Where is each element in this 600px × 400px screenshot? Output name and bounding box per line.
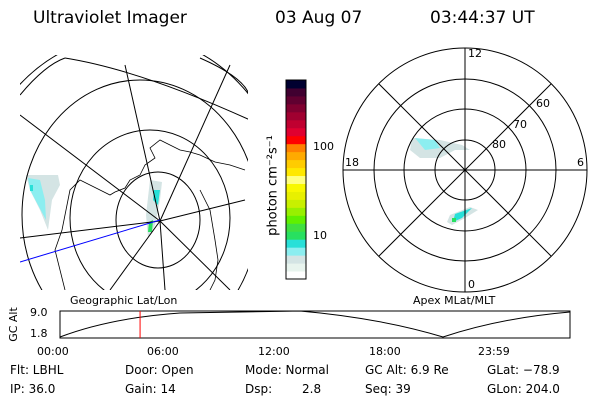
colorbar-frame — [285, 79, 307, 280]
colorbar-segment — [286, 247, 306, 256]
gc-alt-info: GC Alt: 6.9 Re — [365, 363, 449, 377]
colorbar-segment — [286, 239, 306, 248]
glat-info: GLat: −78.9 — [487, 363, 560, 377]
colorbar-segment — [286, 231, 306, 240]
geographic-label: Geographic Lat/Lon — [70, 294, 178, 307]
colorbar — [286, 80, 306, 280]
xtick-1200: 12:00 — [258, 345, 290, 358]
ip-info: IP: 36.0 — [10, 382, 56, 396]
colorbar-segment — [286, 207, 306, 216]
colorbar-segment — [286, 80, 306, 89]
xtick-1800: 18:00 — [369, 345, 401, 358]
colorbar-segment — [286, 199, 306, 208]
ytick-min: 1.8 — [30, 327, 48, 340]
lat-circle — [115, 171, 201, 269]
colorbar-label: photon cm⁻²s⁻¹ — [265, 135, 281, 236]
colorbar-segment — [286, 103, 306, 113]
colorbar-segment — [286, 127, 306, 137]
lat-circle — [69, 129, 231, 290]
colorbar-segment — [286, 271, 306, 280]
colorbar-segment — [286, 151, 306, 161]
orbit-track — [20, 219, 161, 263]
polar-plot — [342, 47, 588, 293]
colorbar-tick-100: 100 — [313, 140, 334, 153]
xtick-2359: 23:59 — [478, 345, 510, 358]
mode-info: Mode: Normal — [245, 363, 329, 377]
colorbar-segment — [286, 111, 306, 121]
mlt-label-18: 18 — [345, 156, 359, 169]
gain-info: Gain: 14 — [125, 382, 176, 396]
aurora-right — [410, 138, 478, 225]
dsp-label: Dsp: — [245, 382, 273, 396]
colorbar-segment — [286, 223, 306, 232]
colorbar-segment — [286, 263, 306, 272]
colorbar-segment — [286, 135, 306, 145]
lat-circle — [21, 79, 248, 290]
colorbar-segment — [286, 175, 306, 184]
xtick-0600: 06:00 — [147, 345, 179, 358]
colorbar-segment — [286, 95, 306, 105]
altitude-curve — [59, 310, 571, 338]
colorbar-segment — [286, 215, 306, 224]
dsp-value: 2.8 — [302, 382, 322, 396]
instrument-title: Ultraviolet Imager — [33, 8, 187, 28]
lat-label-80: 80 — [492, 138, 506, 151]
seq-info: Seq: 39 — [365, 382, 411, 396]
date-label: 03 Aug 07 — [275, 8, 363, 28]
mlt-label-6: 6 — [577, 156, 584, 169]
glon-info: GLon: 204.0 — [487, 382, 560, 396]
timeline-plot — [59, 310, 571, 339]
mlt-label-12: 12 — [468, 47, 482, 60]
colorbar-segment — [286, 167, 306, 177]
colorbar-segment — [286, 87, 306, 97]
timeline-ylabel: GC Alt — [6, 307, 20, 342]
lat-label-60: 60 — [536, 97, 550, 110]
ytick-max: 9.0 — [30, 306, 48, 319]
coastline — [54, 139, 246, 290]
apex-label: Apex MLat/MLT — [413, 294, 496, 307]
lat-label-70: 70 — [513, 118, 527, 131]
colorbar-segment — [286, 255, 306, 264]
xtick-0000: 00:00 — [37, 345, 69, 358]
geographic-map — [20, 55, 248, 290]
colorbar-segment — [286, 159, 306, 169]
mlt-label-0: 0 — [468, 278, 475, 291]
colorbar-segment — [286, 143, 306, 153]
filter-info: Flt: LBHL — [10, 363, 64, 377]
door-info: Door: Open — [125, 363, 194, 377]
colorbar-segment — [286, 191, 306, 200]
time-label: 03:44:37 UT — [430, 8, 535, 28]
coastline — [199, 189, 219, 290]
colorbar-segment — [286, 119, 306, 129]
colorbar-segment — [286, 183, 306, 192]
colorbar-tick-10: 10 — [313, 229, 327, 242]
